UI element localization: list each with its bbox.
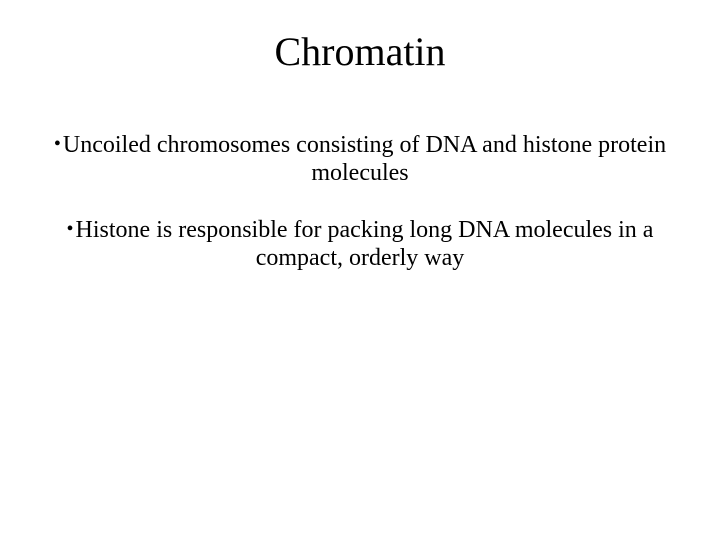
bullet-item: •Uncoiled chromosomes consisting of DNA … xyxy=(20,131,700,188)
bullet-text: Histone is responsible for packing long … xyxy=(76,217,654,271)
slide-title: Chromatin xyxy=(20,28,700,75)
bullet-icon: • xyxy=(67,218,74,240)
bullet-text: Uncoiled chromosomes consisting of DNA a… xyxy=(63,132,666,186)
bullet-icon: • xyxy=(54,133,61,155)
slide: Chromatin •Uncoiled chromosomes consisti… xyxy=(0,0,720,540)
bullet-item: •Histone is responsible for packing long… xyxy=(20,216,700,273)
